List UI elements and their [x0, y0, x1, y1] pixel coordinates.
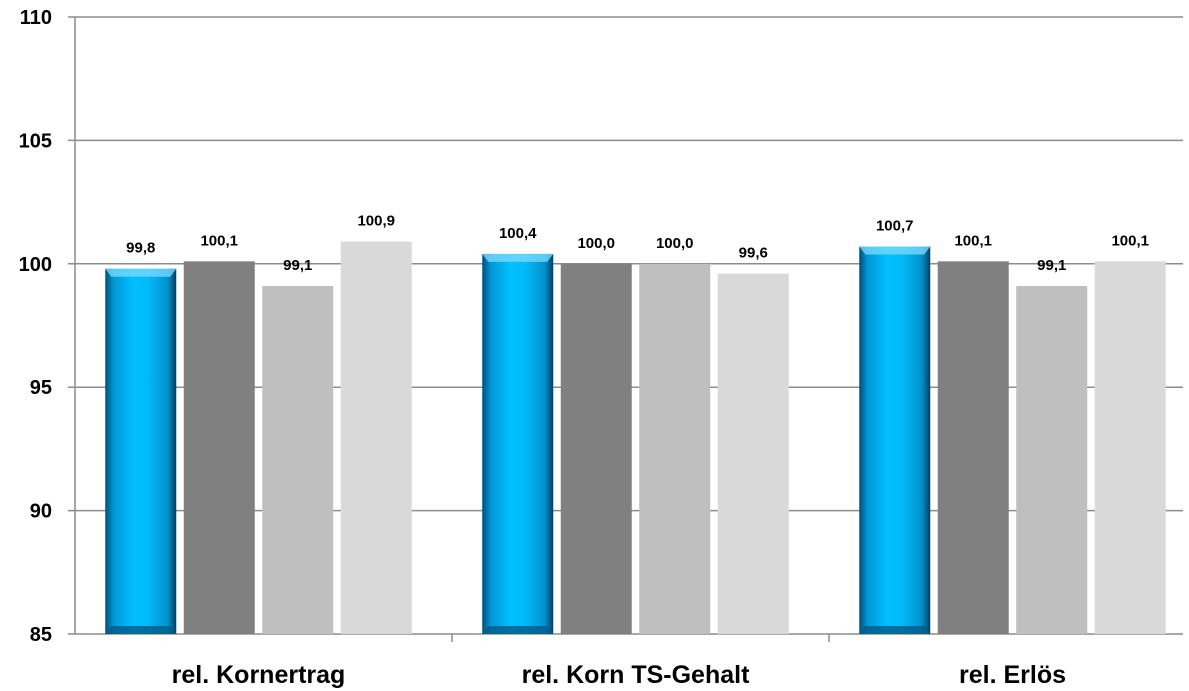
y-tick-label: 105	[19, 130, 52, 152]
bar-series-1	[105, 268, 177, 634]
bar-series-4	[1094, 261, 1166, 634]
data-label: 100,0	[577, 235, 615, 252]
bar-series-2	[183, 261, 255, 634]
data-label: 100,7	[876, 218, 914, 235]
bar-bevel-top	[105, 268, 177, 277]
bars	[105, 241, 1166, 635]
data-label: 100,4	[499, 225, 537, 242]
bar-bevel-bottom	[105, 626, 177, 634]
bar-series-1	[482, 253, 554, 635]
data-label: 99,1	[283, 257, 312, 274]
x-category-label: rel. Erlös	[959, 661, 1066, 689]
data-labels: 99,8 100,1 99,1 100,9 100,4 100,0 100,0 99,6 100…	[126, 213, 1149, 274]
data-label: 99,1	[1037, 257, 1066, 274]
bar-series-3	[262, 286, 334, 634]
data-label: 100,1	[1111, 232, 1149, 249]
y-tick-label: 85	[30, 624, 52, 646]
bar-series-3	[1016, 286, 1088, 634]
bar-bevel-top	[859, 246, 931, 255]
y-tick-label: 95	[30, 377, 52, 399]
bar-series-3	[639, 263, 711, 634]
bar-bevel-top	[482, 253, 554, 262]
y-tick-label: 90	[30, 501, 52, 523]
bar-series-2	[937, 261, 1009, 634]
bar-bevel-bottom	[482, 626, 554, 634]
y-tick-label: 110	[20, 7, 52, 29]
axes: 85 90 95 100 105 110 rel. Kornertrag rel. Korn …	[19, 7, 1066, 689]
data-label: 100,1	[200, 232, 238, 249]
bar-series-4	[717, 273, 789, 634]
data-label: 99,6	[739, 245, 768, 262]
bar-bevel-bottom	[859, 626, 931, 634]
data-label: 100,0	[656, 235, 694, 252]
data-label: 99,8	[126, 240, 155, 257]
bar-series-4	[340, 241, 412, 634]
bar-series-2	[560, 263, 632, 634]
y-tick-label: 100	[19, 254, 52, 276]
x-category-label: rel. Kornertrag	[172, 661, 346, 689]
data-label: 100,1	[954, 232, 992, 249]
data-label: 100,9	[357, 213, 395, 230]
x-category-label: rel. Korn TS-Gehalt	[522, 661, 750, 689]
bar-series-1	[859, 246, 931, 635]
